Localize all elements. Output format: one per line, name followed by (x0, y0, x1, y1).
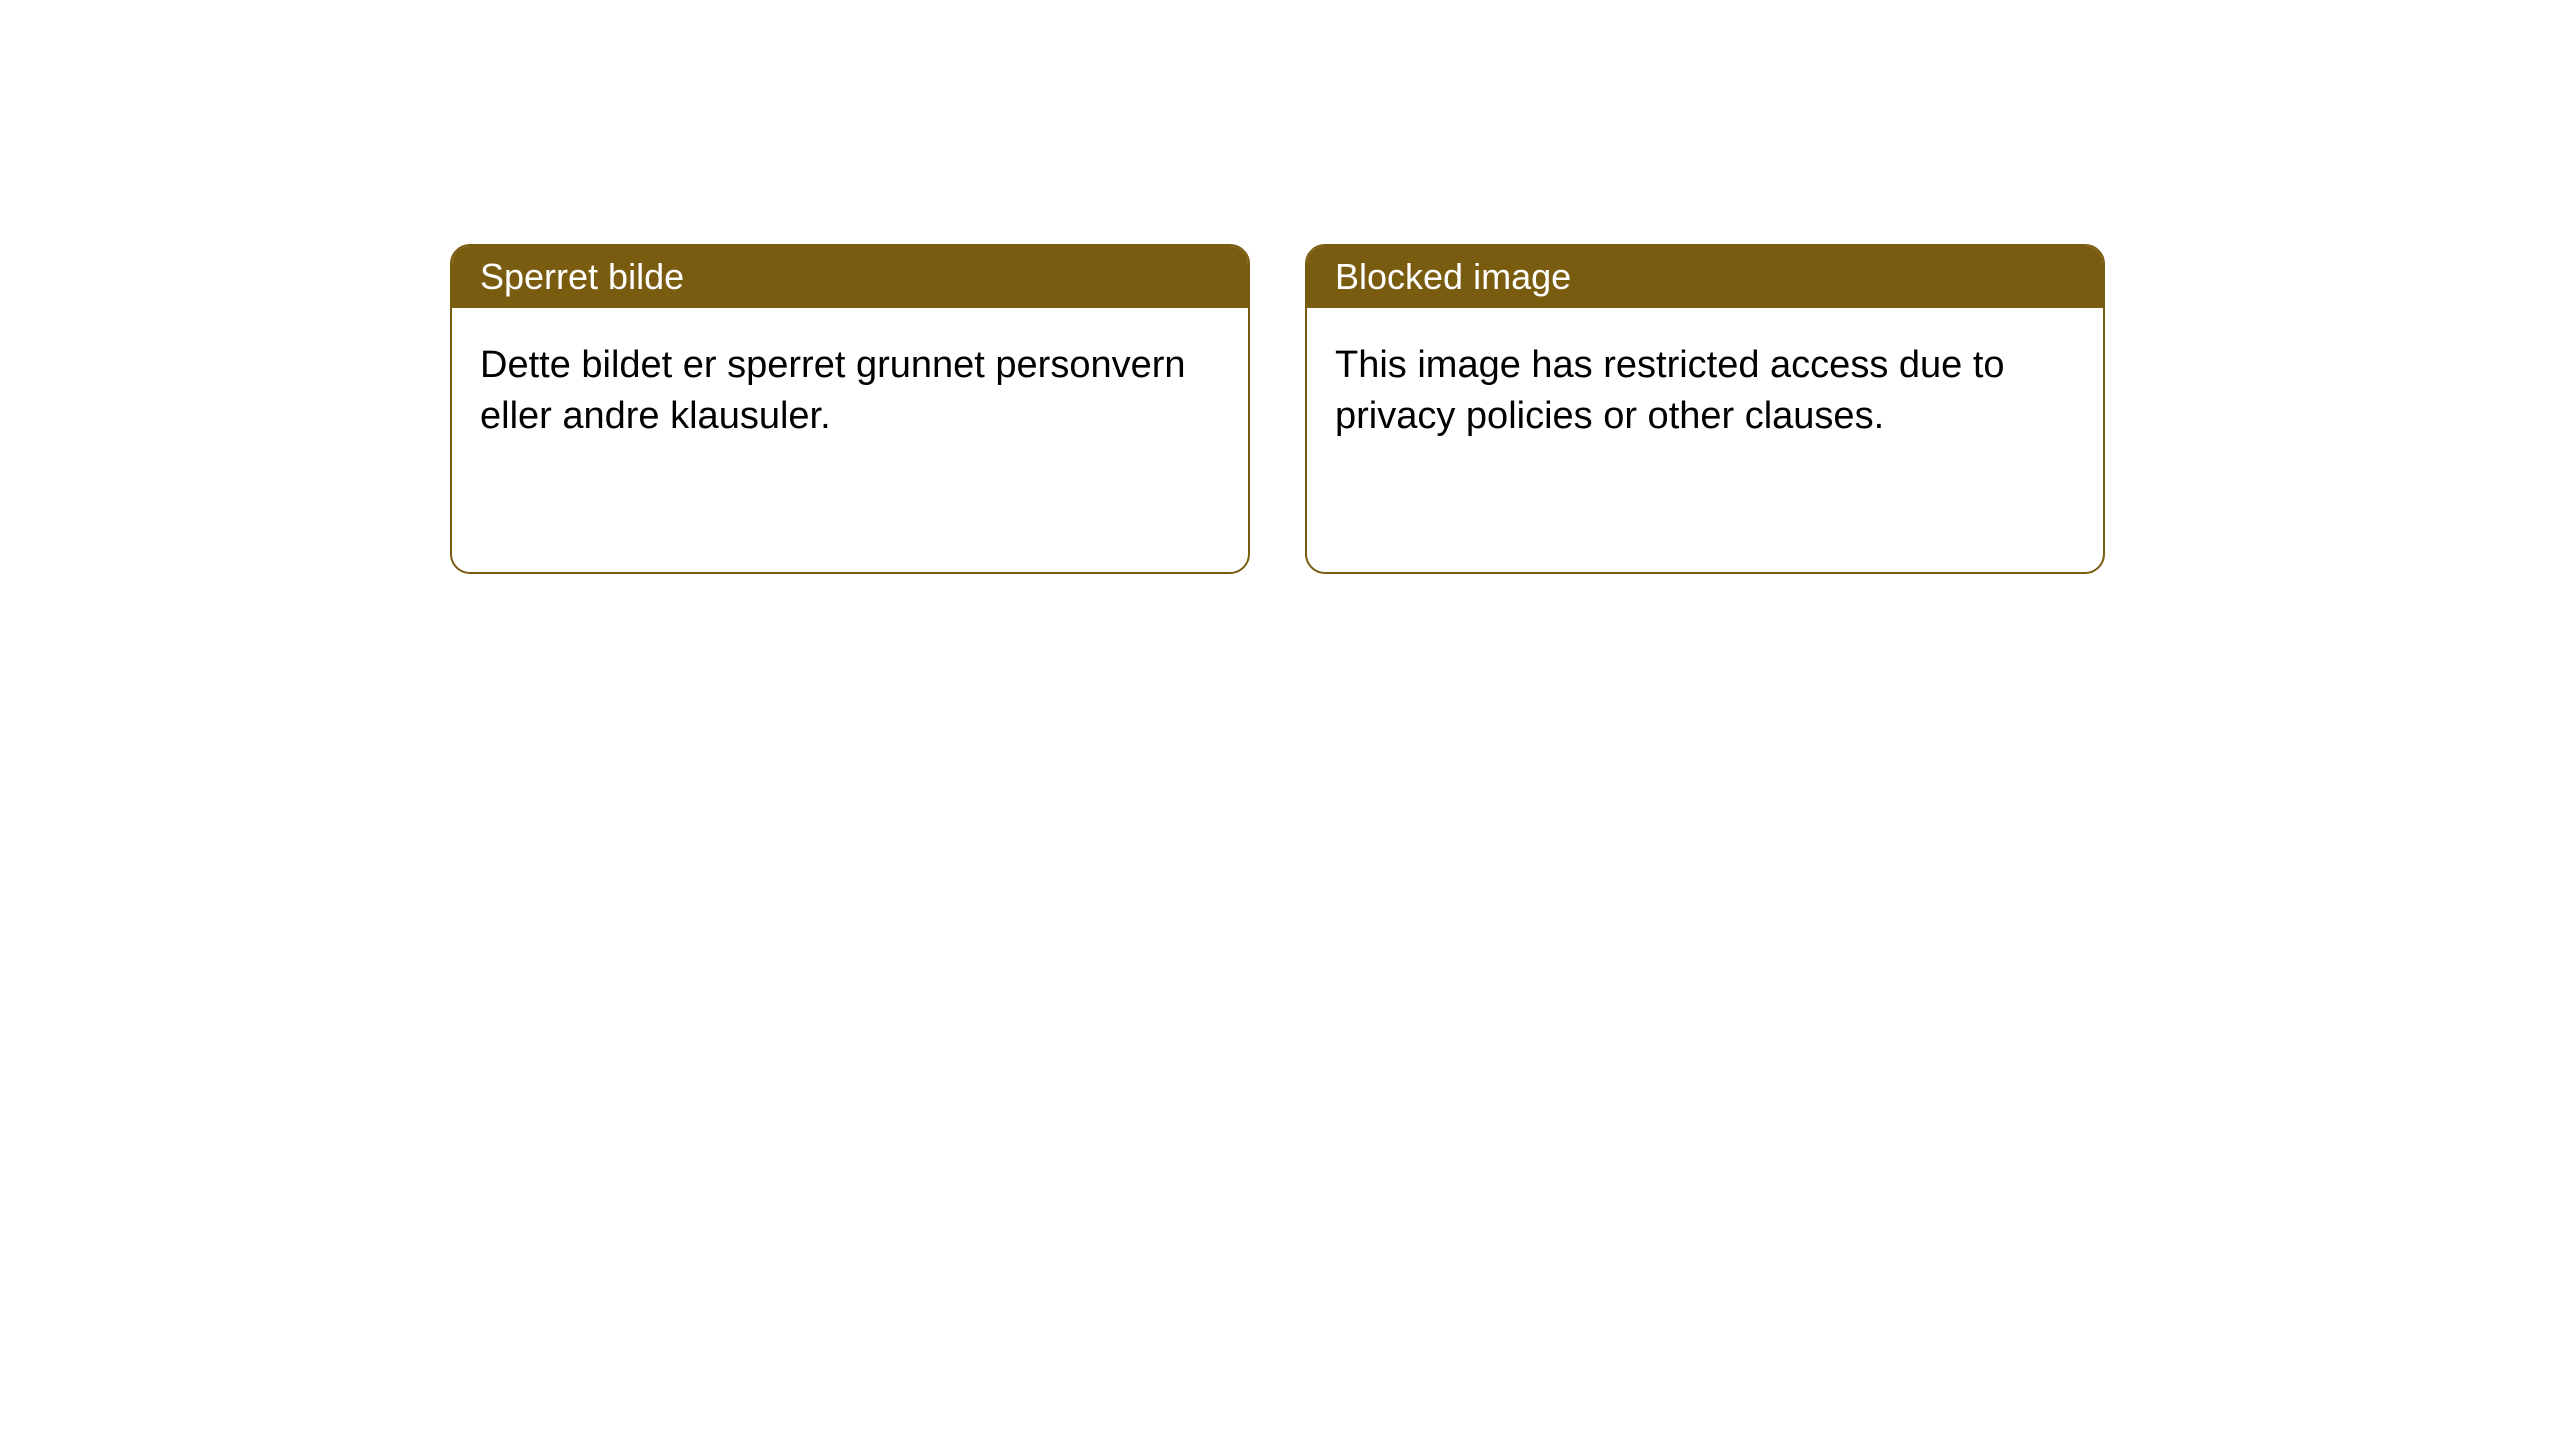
card-title: Blocked image (1335, 256, 1571, 297)
cards-container: Sperret bilde Dette bildet er sperret gr… (450, 244, 2105, 574)
card-norwegian: Sperret bilde Dette bildet er sperret gr… (450, 244, 1250, 574)
card-body-text: Dette bildet er sperret grunnet personve… (480, 344, 1186, 437)
card-body: This image has restricted access due to … (1307, 308, 2103, 475)
card-header: Blocked image (1307, 246, 2103, 308)
card-english: Blocked image This image has restricted … (1305, 244, 2105, 574)
card-title: Sperret bilde (480, 256, 684, 297)
card-body: Dette bildet er sperret grunnet personve… (452, 308, 1248, 475)
card-body-text: This image has restricted access due to … (1335, 344, 2005, 437)
card-header: Sperret bilde (452, 246, 1248, 308)
